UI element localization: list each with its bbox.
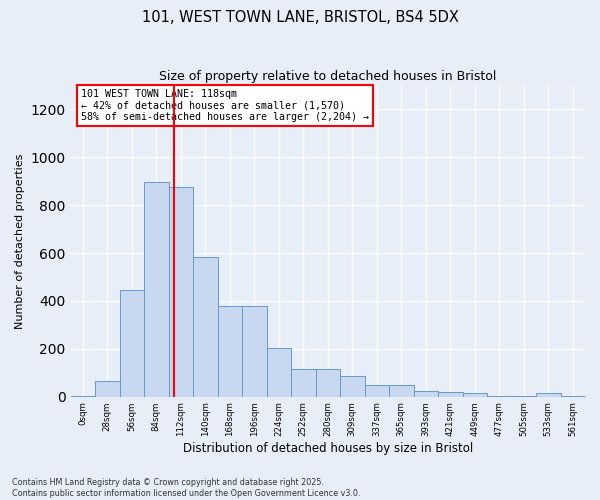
Y-axis label: Number of detached properties: Number of detached properties bbox=[15, 154, 25, 329]
Bar bbox=[536, 393, 560, 396]
Bar bbox=[316, 369, 340, 396]
Bar bbox=[413, 390, 438, 396]
Bar bbox=[144, 182, 169, 396]
Bar bbox=[463, 393, 487, 396]
Bar bbox=[438, 392, 463, 396]
Bar bbox=[193, 256, 218, 396]
Bar bbox=[365, 384, 389, 396]
Bar bbox=[389, 384, 413, 396]
Text: Contains HM Land Registry data © Crown copyright and database right 2025.
Contai: Contains HM Land Registry data © Crown c… bbox=[12, 478, 361, 498]
Bar bbox=[95, 381, 119, 396]
Text: 101, WEST TOWN LANE, BRISTOL, BS4 5DX: 101, WEST TOWN LANE, BRISTOL, BS4 5DX bbox=[142, 10, 458, 25]
Bar bbox=[340, 376, 365, 396]
Bar bbox=[266, 348, 291, 397]
Bar bbox=[119, 290, 144, 397]
Text: 101 WEST TOWN LANE: 118sqm
← 42% of detached houses are smaller (1,570)
58% of s: 101 WEST TOWN LANE: 118sqm ← 42% of deta… bbox=[81, 88, 369, 122]
X-axis label: Distribution of detached houses by size in Bristol: Distribution of detached houses by size … bbox=[182, 442, 473, 455]
Title: Size of property relative to detached houses in Bristol: Size of property relative to detached ho… bbox=[159, 70, 496, 83]
Bar bbox=[291, 369, 316, 396]
Bar bbox=[218, 306, 242, 396]
Bar bbox=[169, 188, 193, 396]
Bar bbox=[242, 306, 266, 396]
